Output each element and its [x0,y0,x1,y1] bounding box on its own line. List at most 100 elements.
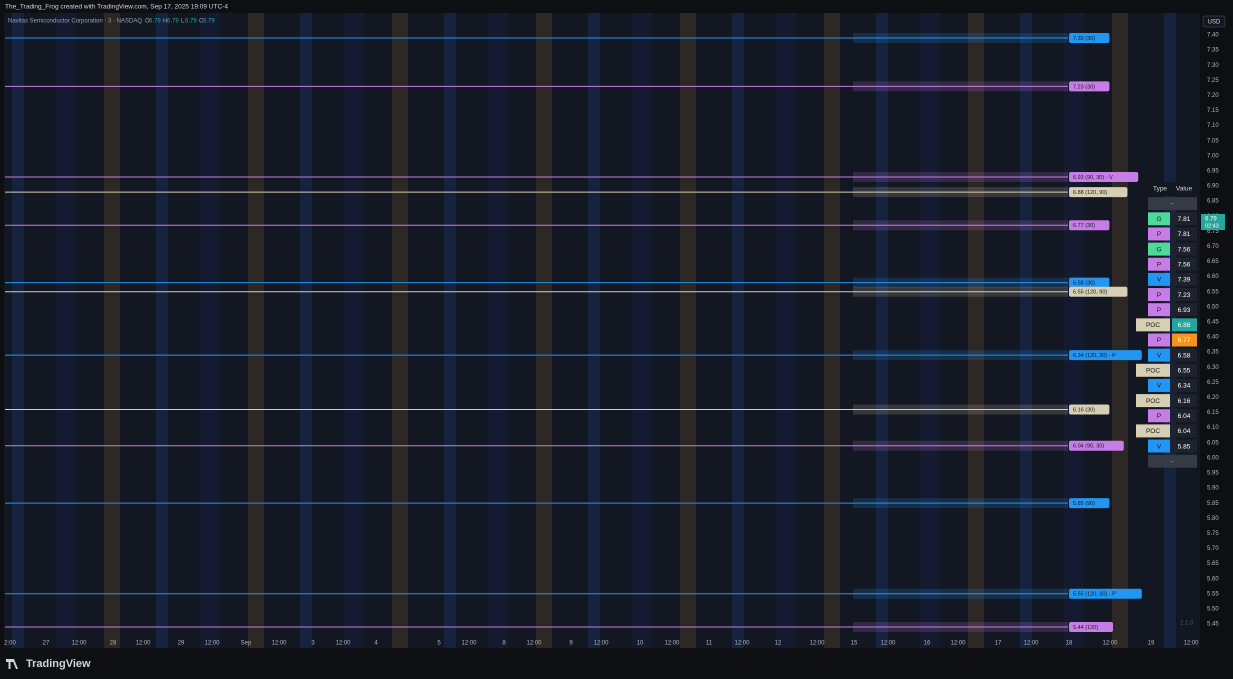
symbol-name: Navitas Semiconductor Corporation · 3 · … [8,19,142,25]
time-tick-label: 2:00 [4,641,16,647]
price-tick-label: 6.10 [1207,425,1219,431]
level-label: 5.55 (120, 30) - P [1073,592,1116,598]
brand[interactable]: TradingView [26,658,91,670]
price-tick-label: 5.65 [1207,561,1219,567]
price-tick-label: 6.60 [1207,274,1219,280]
value-cell [1172,348,1197,362]
time-tick-label: 12:00 [734,641,750,647]
type-text: P [1157,413,1161,420]
session-band [56,13,76,648]
table-placeholder: -- [1170,202,1174,208]
table-placeholder-bg [1148,454,1197,468]
price-tick-label: 7.25 [1207,78,1219,84]
level-label: 6.77 (30) [1073,223,1095,229]
value-text: 6.04 [1178,428,1191,435]
session-band [344,13,364,648]
time-tick-label: 12 [775,641,782,647]
price-tick-label: 7.20 [1207,93,1219,99]
level-label-bg [1069,350,1142,361]
level-label-bg [1069,404,1110,415]
type-text: G [1156,246,1161,253]
ohlc-value: 6.79 [167,19,179,25]
time-tick-label: 17 [995,641,1002,647]
level-label-bg [1069,588,1142,599]
value-text: 7.56 [1178,246,1191,253]
session-band [12,13,24,648]
level-label: 7.23 (30) [1073,84,1095,90]
ohlc-key: O [145,19,150,25]
session-band [156,13,168,648]
type-cell [1136,424,1170,438]
ohlc-value: 6.79 [203,19,215,25]
type-text: POC [1146,368,1160,375]
value-cell [1172,409,1197,423]
value-text: 7.81 [1178,231,1191,238]
session-band [536,13,552,648]
ohlc-key: H [163,19,167,25]
time-tick-label: 12:00 [809,641,825,647]
time-tick-label: 12:00 [204,641,220,647]
price-tick-label: 5.80 [1207,516,1219,522]
level-label-bg [1069,33,1110,44]
session-band [392,13,408,648]
countdown: 02:43 [1205,223,1219,229]
session-band [680,13,696,648]
session-band [200,13,220,648]
value-text: 6.04 [1178,413,1191,420]
value-cell [1172,212,1197,226]
table-placeholder: -- [1170,459,1174,465]
type-text: V [1157,352,1162,359]
level-label: 6.55 (120, 90) [1073,290,1107,296]
type-text: P [1157,261,1161,268]
version: 2.1.0 [1180,621,1194,627]
session-band [488,13,508,648]
value-text: 6.55 [1178,368,1191,375]
time-tick-label: 12:00 [880,641,896,647]
table-header: Type [1153,186,1167,193]
time-tick-label: 12:00 [664,641,680,647]
price-tick-label: 5.75 [1207,531,1219,537]
level-label: 6.93 (90, 30) - V [1073,175,1113,181]
current-price-bg [1201,214,1225,230]
time-tick-label: 15 [851,641,858,647]
price-tick-label: 6.55 [1207,289,1219,295]
session-band [300,13,312,648]
level-label: 5.44 (120) [1073,625,1098,631]
session-band [248,13,264,648]
level-label-bg [1069,187,1128,198]
currency-box[interactable] [1202,15,1226,28]
value-cell [1172,333,1197,347]
ohlc-value: 6.79 [185,19,197,25]
type-cell [1148,409,1170,423]
type-cell [1148,242,1170,256]
time-tick-label: 12:00 [461,641,477,647]
type-cell [1148,212,1170,226]
time-tick-label: 12:00 [526,641,542,647]
time-tick-label: 4 [374,641,378,647]
type-cell [1148,333,1170,347]
value-cell [1172,272,1197,286]
time-tick-label: 12:00 [1183,641,1199,647]
type-cell [1148,257,1170,271]
level-label: 5.85 (90) [1073,501,1095,507]
session-band [920,13,940,648]
value-cell [1172,303,1197,317]
session-band [444,13,456,648]
time-tick-label: 12:00 [271,641,287,647]
type-text: P [1157,292,1161,299]
type-text: V [1157,277,1162,284]
type-cell [1136,363,1170,377]
time-tick-label: 8 [502,641,506,647]
type-cell [1148,227,1170,241]
value-text: 6.93 [1178,307,1191,314]
type-text: POC [1146,428,1160,435]
price-tick-label: 6.40 [1207,335,1219,341]
level-label: 7.39 (30) [1073,36,1095,42]
time-tick-label: 29 [178,641,185,647]
price-tick-label: 5.60 [1207,576,1219,582]
currency[interactable]: USD [1208,20,1221,26]
value-cell [1172,288,1197,302]
time-tick-label: 12:00 [1102,641,1118,647]
